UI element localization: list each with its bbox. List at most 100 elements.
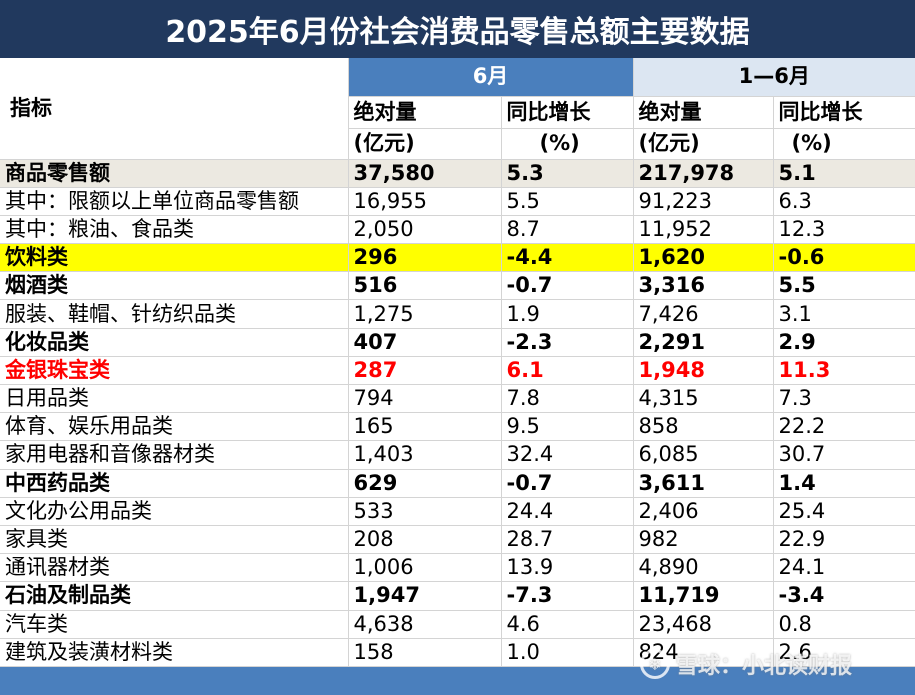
table-row: 中西药品类 629 -0.7 3,611 1.4 bbox=[0, 469, 915, 498]
june-abs-value: 1,006 bbox=[348, 553, 502, 583]
row-name: 汽车类 bbox=[0, 610, 349, 639]
ytd-yoy-value: 5.5 bbox=[773, 271, 915, 301]
june-yoy-value: 9.5 bbox=[501, 412, 634, 442]
june-yoy-header: 同比增长 bbox=[501, 96, 634, 129]
table-row: 家用电器和音像器材类 1,403 32.4 6,085 30.7 bbox=[0, 440, 915, 470]
june-abs-value: 165 bbox=[348, 412, 502, 442]
row-name: 日用品类 bbox=[0, 384, 349, 414]
ytd-yoy-value: 30.7 bbox=[773, 440, 915, 470]
june-abs-unit: (亿元) bbox=[348, 128, 502, 160]
june-abs-value: 1,947 bbox=[348, 581, 502, 611]
june-abs-value: 158 bbox=[348, 638, 502, 667]
table-row: 建筑及装潢材料类 158 1.0 824 2.6 bbox=[0, 638, 915, 667]
june-abs-header: 绝对量 bbox=[348, 96, 502, 129]
ytd-yoy-unit: (%) bbox=[773, 128, 915, 160]
ytd-yoy-value: 5.1 bbox=[773, 159, 915, 188]
ytd-yoy-value: 11.3 bbox=[773, 356, 915, 386]
ytd-yoy-value: 2.6 bbox=[773, 638, 915, 667]
footer-bar bbox=[0, 667, 915, 695]
june-abs-value: 516 bbox=[348, 271, 502, 301]
ytd-abs-unit: (亿元) bbox=[633, 128, 774, 160]
june-abs-value: 629 bbox=[348, 469, 502, 498]
ytd-yoy-value: 24.1 bbox=[773, 553, 915, 583]
table-row: 体育、娱乐用品类 165 9.5 858 22.2 bbox=[0, 412, 915, 442]
table-row: 化妆品类 407 -2.3 2,291 2.9 bbox=[0, 328, 915, 357]
june-period-header: 6月 bbox=[348, 58, 634, 97]
june-abs-value: 533 bbox=[348, 497, 502, 526]
ytd-abs-value: 2,406 bbox=[633, 497, 774, 526]
june-yoy-value: 5.5 bbox=[501, 187, 634, 216]
page-title: 2025年6月份社会消费品零售总额主要数据 bbox=[0, 0, 915, 58]
june-yoy-value: 24.4 bbox=[501, 497, 634, 526]
ytd-abs-value: 217,978 bbox=[633, 159, 774, 188]
indicator-header: 指标 bbox=[0, 58, 349, 160]
june-yoy-value: -7.3 bbox=[501, 581, 634, 611]
june-yoy-value: -0.7 bbox=[501, 469, 634, 498]
ytd-yoy-value: 3.1 bbox=[773, 299, 915, 329]
row-name: 金银珠宝类 bbox=[0, 356, 349, 386]
june-yoy-value: 6.1 bbox=[501, 356, 634, 386]
june-yoy-value: -0.7 bbox=[501, 271, 634, 301]
snowball-logo-icon: ❄ bbox=[640, 649, 670, 679]
ytd-period-header: 1—6月 bbox=[633, 58, 915, 97]
table-row-highlighted: 金银珠宝类 287 6.1 1,948 11.3 bbox=[0, 356, 915, 386]
ytd-abs-value: 23,468 bbox=[633, 610, 774, 639]
table-row: 其中：限额以上单位商品零售额 16,955 5.5 91,223 6.3 bbox=[0, 187, 915, 216]
table-row: 其中：粮油、食品类 2,050 8.7 11,952 12.3 bbox=[0, 215, 915, 245]
table-row-highlighted: 饮料类 296 -4.4 1,620 -0.6 bbox=[0, 243, 915, 273]
june-abs-value: 1,275 bbox=[348, 299, 502, 329]
june-yoy-value: 7.8 bbox=[501, 384, 634, 414]
table-row: 汽车类 4,638 4.6 23,468 0.8 bbox=[0, 610, 915, 639]
june-yoy-value: 8.7 bbox=[501, 215, 634, 245]
ytd-yoy-value: 2.9 bbox=[773, 328, 915, 357]
row-name: 家具类 bbox=[0, 525, 349, 555]
ytd-yoy-value: 0.8 bbox=[773, 610, 915, 639]
ytd-abs-value: 91,223 bbox=[633, 187, 774, 216]
june-abs-value: 4,638 bbox=[348, 610, 502, 639]
ytd-abs-value: 3,611 bbox=[633, 469, 774, 498]
table-row: 家具类 208 28.7 982 22.9 bbox=[0, 525, 915, 555]
row-name: 建筑及装潢材料类 bbox=[0, 638, 349, 667]
june-yoy-value: 32.4 bbox=[501, 440, 634, 470]
table-row: 通讯器材类 1,006 13.9 4,890 24.1 bbox=[0, 553, 915, 583]
ytd-yoy-value: 22.9 bbox=[773, 525, 915, 555]
ytd-yoy-value: -0.6 bbox=[773, 243, 915, 273]
row-name: 中西药品类 bbox=[0, 469, 349, 498]
watermark-text: 雪球：小北读财报 bbox=[676, 654, 853, 679]
table-row: 石油及制品类 1,947 -7.3 11,719 -3.4 bbox=[0, 581, 915, 611]
row-name: 烟酒类 bbox=[0, 271, 349, 301]
ytd-abs-value: 2,291 bbox=[633, 328, 774, 357]
table-row: 烟酒类 516 -0.7 3,316 5.5 bbox=[0, 271, 915, 301]
june-yoy-value: -4.4 bbox=[501, 243, 634, 273]
ytd-yoy-value: 6.3 bbox=[773, 187, 915, 216]
ytd-yoy-value: 22.2 bbox=[773, 412, 915, 442]
ytd-abs-value: 4,315 bbox=[633, 384, 774, 414]
row-name: 体育、娱乐用品类 bbox=[0, 412, 349, 442]
june-abs-value: 208 bbox=[348, 525, 502, 555]
row-name: 化妆品类 bbox=[0, 328, 349, 357]
june-abs-value: 37,580 bbox=[348, 159, 502, 188]
ytd-abs-value: 7,426 bbox=[633, 299, 774, 329]
june-yoy-value: 5.3 bbox=[501, 159, 634, 188]
header-row-periods: 指标 6月 1—6月 bbox=[0, 58, 915, 160]
ytd-abs-value: 858 bbox=[633, 412, 774, 442]
ytd-yoy-value: -3.4 bbox=[773, 581, 915, 611]
ytd-yoy-header: 同比增长 bbox=[773, 96, 915, 129]
row-name: 石油及制品类 bbox=[0, 581, 349, 611]
june-yoy-value: 13.9 bbox=[501, 553, 634, 583]
row-name: 服装、鞋帽、针纺织品类 bbox=[0, 299, 349, 329]
table-row: 商品零售额 37,580 5.3 217,978 5.1 bbox=[0, 159, 915, 188]
ytd-abs-value: 6,085 bbox=[633, 440, 774, 470]
table-row: 日用品类 794 7.8 4,315 7.3 bbox=[0, 384, 915, 414]
ytd-abs-value: 1,948 bbox=[633, 356, 774, 386]
ytd-abs-value: 982 bbox=[633, 525, 774, 555]
header-row-measures: 绝对量 同比增长 绝对量 同比增长 bbox=[0, 96, 915, 129]
ytd-abs-value: 4,890 bbox=[633, 553, 774, 583]
row-name: 饮料类 bbox=[0, 243, 349, 273]
header-row-units: (亿元) (%) (亿元) (%) bbox=[0, 128, 915, 160]
ytd-yoy-value: 25.4 bbox=[773, 497, 915, 526]
watermark: ❄ 雪球：小北读财报 bbox=[640, 648, 852, 680]
june-yoy-value: 4.6 bbox=[501, 610, 634, 639]
row-name: 其中：粮油、食品类 bbox=[0, 215, 349, 245]
june-abs-value: 287 bbox=[348, 356, 502, 386]
